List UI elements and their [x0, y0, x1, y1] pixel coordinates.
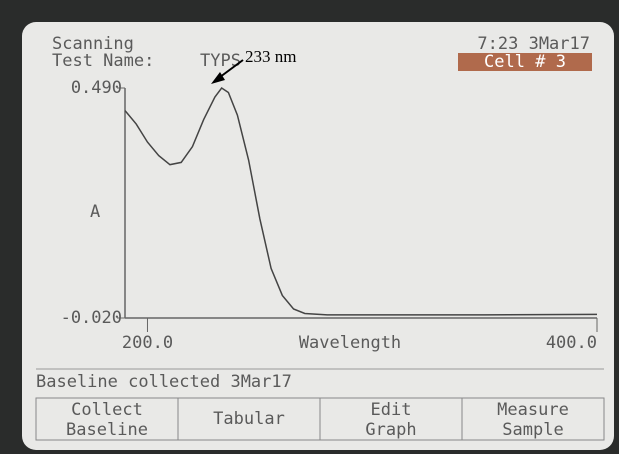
button-label: Tabular — [213, 409, 285, 429]
y-axis-label: A — [90, 202, 100, 222]
message: Baseline collected 3Mar17 — [36, 372, 292, 392]
x-tick-label: 200.0 — [122, 333, 173, 353]
annotation: 233 nm — [245, 47, 296, 66]
test-label: Test Name: — [52, 51, 154, 71]
cell: Cell # 3 — [484, 52, 566, 72]
clock: 7:23 3Mar17 — [477, 34, 590, 54]
y-tick-label: -0.020 — [61, 308, 122, 328]
test-name: TYPS — [200, 51, 241, 71]
page: Scanning Test Name: TYPS 7:23 3Mar17 Cel… — [0, 0, 619, 450]
x-tick-label: 400.0 — [546, 333, 597, 353]
screen: Scanning Test Name: TYPS 7:23 3Mar17 Cel… — [0, 0, 619, 450]
x-axis-label: Wavelength — [299, 333, 401, 353]
y-tick-label: 0.490 — [71, 78, 122, 98]
